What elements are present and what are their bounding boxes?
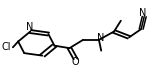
Text: O: O	[72, 57, 79, 67]
Text: Cl: Cl	[1, 42, 11, 52]
Text: N: N	[139, 8, 146, 18]
Text: N: N	[26, 22, 33, 32]
Text: N: N	[97, 33, 104, 43]
